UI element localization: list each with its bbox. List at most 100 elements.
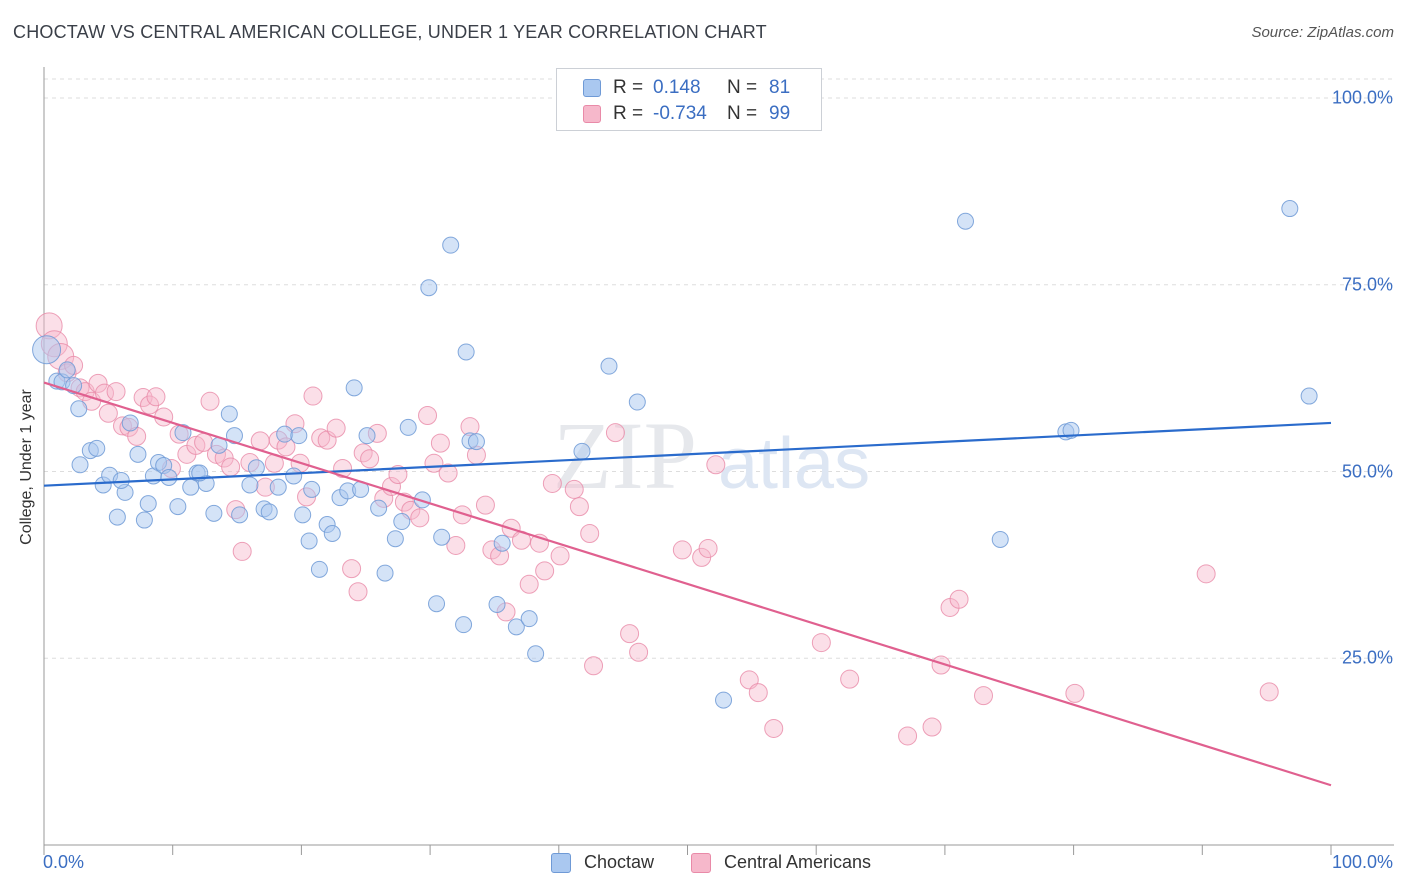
choctaw-point (573, 442, 591, 460)
choctaw-point (276, 425, 294, 443)
central-americans-point (1196, 564, 1216, 584)
n-value: 99 (769, 103, 791, 124)
central-americans-point (430, 433, 450, 453)
choctaw-point (715, 691, 733, 709)
central-americans-point (146, 387, 166, 407)
choctaw-point (241, 476, 259, 494)
central-americans-points (35, 312, 1279, 746)
choctaw-point (420, 279, 438, 297)
n-label: N = (727, 77, 758, 98)
central-americans-point (898, 726, 918, 746)
choctaw-legend-label: Choctaw (584, 852, 655, 872)
n-value: 81 (769, 77, 791, 98)
choctaw-point (71, 456, 89, 474)
central-americans-point (764, 718, 784, 738)
watermark-atlas: atlas (718, 424, 870, 504)
y-tick-label: 25.0% (1341, 647, 1393, 668)
choctaw-point (300, 532, 318, 550)
central-americans-point (584, 656, 604, 676)
choctaw-point (442, 236, 460, 254)
choctaw-point (399, 418, 417, 436)
central-americans-point (446, 535, 466, 555)
choctaw-point (507, 618, 525, 636)
central-americans-point (232, 541, 252, 561)
central-americans-point (106, 382, 126, 402)
central-americans-point (550, 546, 570, 566)
choctaw-point (433, 528, 451, 546)
choctaw-point (345, 379, 363, 397)
central-americans-point (840, 669, 860, 689)
central-americans-point (303, 386, 323, 406)
central-americans-trend-line (43, 381, 1332, 787)
central-americans-point (519, 574, 539, 594)
choctaw-point (135, 511, 153, 529)
choctaw-point (294, 506, 312, 524)
central-americans-point (186, 435, 206, 455)
y-tick-label: 50.0% (1341, 461, 1393, 481)
central-americans-point (706, 455, 726, 475)
central-americans-point (811, 633, 831, 653)
central-americans-point (1259, 682, 1279, 702)
central-americans-point (922, 717, 942, 737)
legend-item-central-americans: Central Americans (691, 852, 871, 873)
central-americans-point (438, 463, 458, 483)
legend-row-central-americans: R = -0.734 N = 99 (583, 102, 790, 126)
central-americans-point (475, 495, 495, 515)
legend-item-choctaw: Choctaw (551, 852, 654, 873)
central-americans-legend-swatch (691, 852, 711, 873)
choctaw-point (247, 459, 265, 477)
choctaw-point (108, 508, 126, 526)
central-americans-point (348, 582, 368, 602)
series-legend: Choctaw Central Americans (0, 852, 1406, 876)
choctaw-point (112, 471, 130, 489)
choctaw-point (88, 439, 106, 457)
choctaw-point (290, 427, 308, 445)
choctaw-point (169, 498, 187, 516)
central-americans-point (326, 418, 346, 438)
choctaw-point (493, 534, 511, 552)
choctaw-point (520, 610, 538, 628)
central-americans-point (629, 642, 649, 662)
choctaw-point (182, 478, 200, 496)
r-label: R = (613, 77, 644, 98)
x-tick-label-min: 0.0% (43, 852, 85, 872)
choctaw-point (260, 503, 278, 521)
source-label: Source: ZipAtlas.com (1251, 24, 1394, 41)
choctaw-point (393, 513, 411, 531)
x-tick-label-max: 100.0% (1331, 852, 1393, 872)
choctaw-points (32, 200, 1318, 709)
choctaw-swatch (583, 79, 601, 97)
choctaw-point (174, 424, 192, 442)
watermark: ZIP atlas (553, 402, 870, 509)
central-americans-point (333, 459, 353, 479)
choctaw-point (488, 595, 506, 613)
central-americans-point (418, 405, 438, 425)
choctaw-point (1281, 200, 1299, 218)
r-value: 0.148 (653, 77, 701, 98)
choctaw-point (467, 433, 485, 451)
central-americans-point (569, 497, 589, 517)
central-americans-point (698, 538, 718, 558)
choctaw-point (32, 335, 62, 365)
y-tick-label: 75.0% (1341, 274, 1393, 295)
r-value: -0.734 (653, 103, 707, 124)
choctaw-legend-swatch (551, 852, 571, 873)
choctaw-point (323, 525, 341, 543)
choctaw-point (600, 357, 618, 375)
choctaw-point (310, 560, 328, 578)
central-americans-point (672, 540, 692, 560)
central-americans-point (535, 561, 555, 581)
y-tick-label: 100.0% (1331, 87, 1393, 108)
central-americans-swatch (583, 105, 601, 123)
choctaw-point (129, 445, 147, 463)
choctaw-point (370, 499, 388, 517)
choctaw-point (139, 495, 157, 513)
choctaw-point (121, 414, 139, 432)
central-americans-point (221, 457, 241, 477)
choctaw-point (956, 212, 974, 230)
grid-lines (44, 78, 1394, 659)
central-americans-point (1065, 683, 1085, 703)
central-americans-point (748, 683, 768, 703)
choctaw-point (70, 400, 88, 418)
